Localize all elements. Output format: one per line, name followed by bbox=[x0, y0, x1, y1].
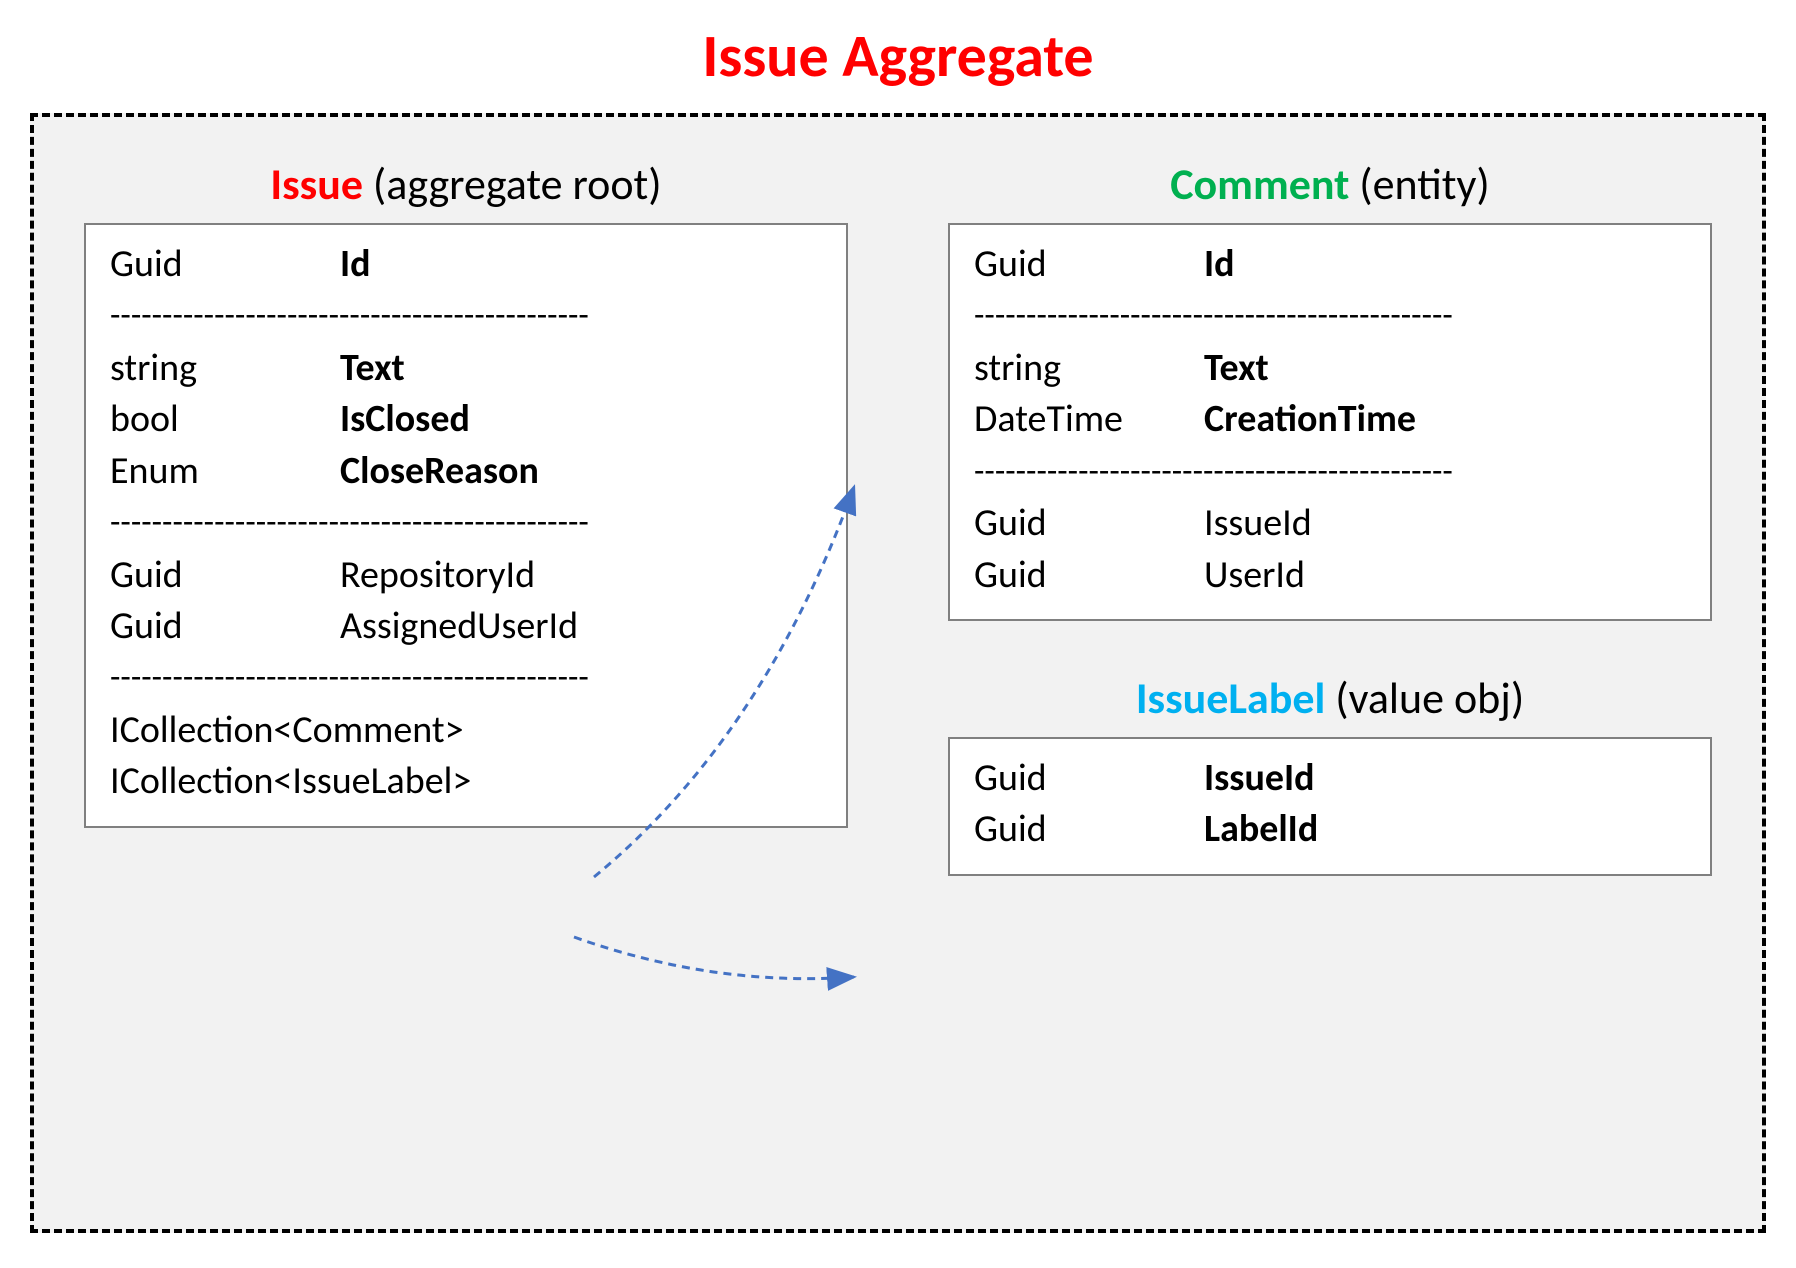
field-name: IssueId bbox=[1204, 498, 1686, 549]
columns-layout: Issue (aggregate root) GuidId-----------… bbox=[84, 157, 1712, 876]
collection-line: ICollection<IssueLabel> bbox=[110, 756, 822, 807]
field-type: string bbox=[110, 343, 340, 394]
issuelabel-kind: (value obj) bbox=[1325, 671, 1524, 725]
collection-line: ICollection<Comment> bbox=[110, 705, 822, 756]
section-separator: ----------------------------------------… bbox=[974, 296, 1686, 337]
field-name: CreationTime bbox=[1204, 394, 1686, 445]
field-type: Guid bbox=[110, 601, 340, 652]
diagram-title: Issue Aggregate bbox=[30, 20, 1766, 93]
field-row: GuidIssueId bbox=[974, 498, 1686, 549]
field-type: Guid bbox=[110, 550, 340, 601]
field-type: Guid bbox=[974, 753, 1204, 804]
field-name: Text bbox=[1204, 343, 1686, 394]
field-row: GuidLabelId bbox=[974, 804, 1686, 855]
issue-name: Issue bbox=[270, 157, 363, 211]
field-name: IsClosed bbox=[340, 394, 822, 445]
issuelabel-block: IssueLabel (value obj) GuidIssueIdGuidLa… bbox=[948, 671, 1712, 876]
issuelabel-name: IssueLabel bbox=[1136, 671, 1326, 725]
field-row: EnumCloseReason bbox=[110, 446, 822, 497]
issue-class-box: GuidId----------------------------------… bbox=[84, 223, 848, 828]
field-type: Guid bbox=[974, 239, 1204, 290]
field-name: RepositoryId bbox=[340, 550, 822, 601]
diagram-title-text: Issue Aggregate bbox=[702, 20, 1093, 93]
comment-block: Comment (entity) GuidId-----------------… bbox=[948, 157, 1712, 621]
field-name: Id bbox=[340, 239, 822, 290]
comment-class-box: GuidId----------------------------------… bbox=[948, 223, 1712, 621]
issue-kind: (aggregate root) bbox=[363, 157, 662, 211]
field-type: Guid bbox=[974, 804, 1204, 855]
section-separator: ----------------------------------------… bbox=[110, 503, 822, 544]
field-type: DateTime bbox=[974, 394, 1204, 445]
field-name: IssueId bbox=[1204, 753, 1686, 804]
field-type: Guid bbox=[974, 550, 1204, 601]
field-type: bool bbox=[110, 394, 340, 445]
section-separator: ----------------------------------------… bbox=[110, 296, 822, 337]
field-name: Text bbox=[340, 343, 822, 394]
issue-column: Issue (aggregate root) GuidId-----------… bbox=[84, 157, 848, 876]
issuelabel-class-box: GuidIssueIdGuidLabelId bbox=[948, 737, 1712, 876]
field-row: DateTimeCreationTime bbox=[974, 394, 1686, 445]
relation-arrow bbox=[574, 937, 854, 979]
field-row: GuidIssueId bbox=[974, 753, 1686, 804]
field-type: Guid bbox=[974, 498, 1204, 549]
section-separator: ----------------------------------------… bbox=[974, 452, 1686, 493]
field-name: Id bbox=[1204, 239, 1686, 290]
section-separator: ----------------------------------------… bbox=[110, 658, 822, 699]
aggregate-boundary: Issue (aggregate root) GuidId-----------… bbox=[30, 113, 1766, 1233]
field-name: CloseReason bbox=[340, 446, 822, 497]
field-type: string bbox=[974, 343, 1204, 394]
field-name: AssignedUserId bbox=[340, 601, 822, 652]
field-type: Guid bbox=[110, 239, 340, 290]
field-row: GuidUserId bbox=[974, 550, 1686, 601]
comment-name: Comment bbox=[1170, 157, 1349, 211]
comment-header: Comment (entity) bbox=[948, 157, 1712, 211]
issue-header: Issue (aggregate root) bbox=[84, 157, 848, 211]
comment-kind: (entity) bbox=[1349, 157, 1489, 211]
right-column: Comment (entity) GuidId-----------------… bbox=[948, 157, 1712, 876]
field-row: GuidRepositoryId bbox=[110, 550, 822, 601]
field-type: Enum bbox=[110, 446, 340, 497]
field-row: stringText bbox=[110, 343, 822, 394]
field-row: GuidId bbox=[974, 239, 1686, 290]
field-name: LabelId bbox=[1204, 804, 1686, 855]
field-row: GuidId bbox=[110, 239, 822, 290]
field-row: stringText bbox=[974, 343, 1686, 394]
field-row: GuidAssignedUserId bbox=[110, 601, 822, 652]
field-row: boolIsClosed bbox=[110, 394, 822, 445]
issuelabel-header: IssueLabel (value obj) bbox=[948, 671, 1712, 725]
field-name: UserId bbox=[1204, 550, 1686, 601]
